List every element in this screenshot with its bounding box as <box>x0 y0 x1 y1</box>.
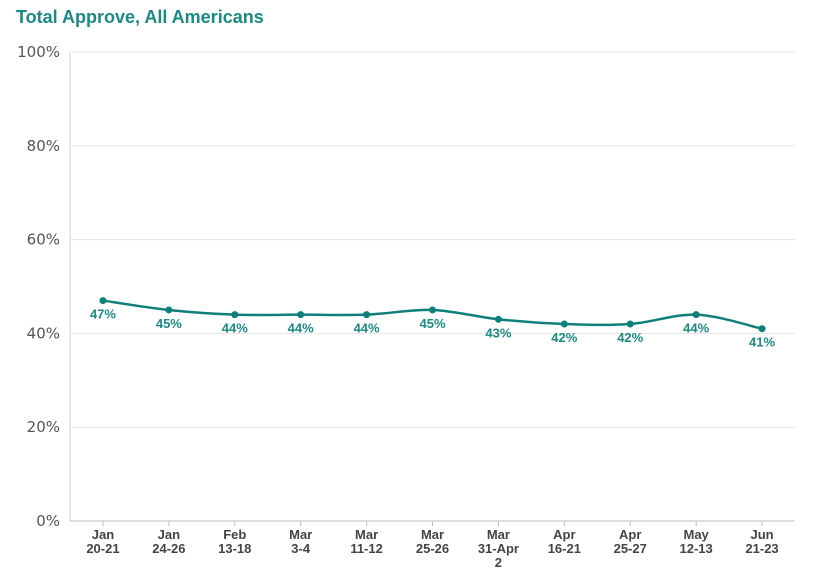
x-tick-label: Apr 25-27 <box>614 527 647 556</box>
x-tick-label: Mar 3-4 <box>289 527 312 556</box>
y-tick-label: 60% <box>27 231 60 249</box>
y-tick-label: 20% <box>27 418 60 436</box>
x-tick-label: Apr 16-21 <box>548 527 581 556</box>
data-label: 41% <box>749 335 775 350</box>
chart-title: Total Approve, All Americans <box>16 7 264 27</box>
data-point <box>626 320 634 328</box>
data-label: 45% <box>419 316 445 331</box>
x-tick-label: May 12-13 <box>680 527 713 556</box>
data-label: 47% <box>90 307 116 322</box>
y-tick-label: 40% <box>27 324 60 342</box>
data-label: 45% <box>156 316 182 331</box>
x-tick-label: Mar 11-12 <box>350 527 383 556</box>
y-tick-label: 0% <box>36 512 60 530</box>
x-tick-label: Jan 24-26 <box>152 527 185 556</box>
data-point <box>231 311 239 319</box>
data-label: 44% <box>683 321 709 336</box>
data-label: 44% <box>222 321 248 336</box>
data-point <box>494 315 502 323</box>
data-point <box>560 320 568 328</box>
data-label: 42% <box>617 330 643 345</box>
x-tick-label: Mar 31-Apr 2 <box>478 527 519 570</box>
y-tick-label: 80% <box>27 137 60 155</box>
x-tick-label: Jun 21-23 <box>745 527 778 556</box>
y-tick-label: 100% <box>17 43 60 61</box>
data-point <box>99 297 107 305</box>
data-label: 44% <box>354 321 380 336</box>
data-point <box>297 311 305 319</box>
data-point <box>165 306 173 314</box>
data-label: 44% <box>288 321 314 336</box>
data-label: 42% <box>551 330 577 345</box>
data-point <box>692 311 700 319</box>
data-point <box>758 325 766 333</box>
data-point <box>363 311 371 319</box>
x-tick-label: Feb 13-18 <box>218 527 251 556</box>
data-label: 43% <box>485 325 511 340</box>
x-tick-label: Mar 25-26 <box>416 527 449 556</box>
x-tick-label: Jan 20-21 <box>86 527 119 556</box>
data-point <box>429 306 436 314</box>
